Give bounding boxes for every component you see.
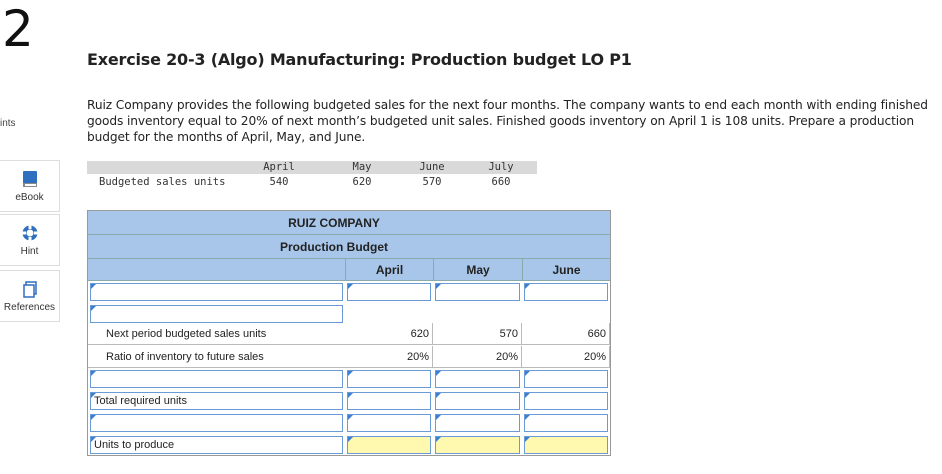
row-5-label-input[interactable] bbox=[90, 370, 343, 388]
inventory-ratio-row: Ratio of inventory to future sales 20% 2… bbox=[88, 346, 610, 368]
next-period-sales-april: 620 bbox=[345, 323, 433, 345]
given-month-april: April bbox=[263, 161, 295, 173]
book-icon bbox=[22, 170, 37, 187]
total-required-may-input[interactable] bbox=[435, 392, 520, 410]
units-to-produce-may-input[interactable] bbox=[435, 436, 520, 454]
points-label: ints bbox=[0, 118, 16, 129]
column-may: May bbox=[433, 259, 522, 281]
row-1-may-input[interactable] bbox=[435, 283, 520, 301]
references-label: References bbox=[3, 301, 56, 313]
units-to-produce-label[interactable]: Units to produce bbox=[90, 436, 343, 454]
total-required-april-input[interactable] bbox=[347, 392, 431, 410]
references-button[interactable]: References bbox=[0, 270, 60, 322]
budget-row-2 bbox=[88, 303, 610, 325]
lifebuoy-icon bbox=[21, 224, 38, 241]
total-required-label[interactable]: Total required units bbox=[90, 392, 343, 410]
total-required-row: Total required units bbox=[88, 390, 610, 412]
ebook-button[interactable]: eBook bbox=[0, 160, 60, 212]
row-7-label-input[interactable] bbox=[90, 414, 343, 432]
hint-label: Hint bbox=[20, 245, 39, 257]
ebook-label: eBook bbox=[15, 191, 44, 203]
units-to-produce-june-input[interactable] bbox=[524, 436, 608, 454]
given-row-label: Budgeted sales units bbox=[99, 176, 226, 188]
row-1-april-input[interactable] bbox=[347, 283, 431, 301]
row-5-april-input[interactable] bbox=[347, 370, 431, 388]
inventory-ratio-june: 20% bbox=[522, 346, 610, 368]
row-7-may-input[interactable] bbox=[435, 414, 520, 432]
given-value-july: 660 bbox=[491, 176, 511, 188]
given-month-may: May bbox=[352, 161, 372, 173]
exercise-title: Exercise 20-3 (Algo) Manufacturing: Prod… bbox=[87, 50, 632, 69]
units-to-produce-row: Units to produce bbox=[88, 434, 610, 456]
budgeted-sales-header bbox=[87, 161, 537, 174]
hint-button[interactable]: Hint bbox=[0, 214, 60, 266]
budget-title: Production Budget bbox=[88, 235, 610, 259]
budget-row-1 bbox=[88, 281, 610, 303]
row-2-label-input[interactable] bbox=[90, 305, 343, 323]
given-value-april: 540 bbox=[269, 176, 289, 188]
company-name: RUIZ COMPANY bbox=[88, 211, 610, 235]
total-required-june-input[interactable] bbox=[524, 392, 608, 410]
inventory-ratio-may: 20% bbox=[433, 346, 522, 368]
column-june: June bbox=[522, 259, 610, 281]
row-1-label-input[interactable] bbox=[90, 283, 343, 301]
row-1-june-input[interactable] bbox=[524, 283, 608, 301]
production-budget-table: RUIZ COMPANY Production Budget April May… bbox=[87, 210, 611, 456]
budget-row-7 bbox=[88, 412, 610, 434]
row-7-april-input[interactable] bbox=[347, 414, 431, 432]
inventory-ratio-label: Ratio of inventory to future sales bbox=[106, 351, 264, 363]
given-month-june: June bbox=[419, 161, 445, 173]
documents-icon bbox=[22, 280, 37, 298]
inventory-ratio-april: 20% bbox=[345, 346, 433, 368]
next-period-sales-may: 570 bbox=[433, 323, 522, 345]
row-5-may-input[interactable] bbox=[435, 370, 520, 388]
next-period-sales-label: Next period budgeted sales units bbox=[106, 328, 267, 340]
budget-row-5 bbox=[88, 368, 610, 390]
exercise-prompt: Ruiz Company provides the following budg… bbox=[87, 98, 928, 144]
given-value-june: 570 bbox=[422, 176, 442, 188]
units-to-produce-april-input[interactable] bbox=[347, 436, 431, 454]
question-number: 2 bbox=[2, 0, 34, 58]
row-5-june-input[interactable] bbox=[524, 370, 608, 388]
given-month-july: July bbox=[488, 161, 514, 173]
row-7-june-input[interactable] bbox=[524, 414, 608, 432]
given-value-may: 620 bbox=[352, 176, 372, 188]
column-header-row: April May June bbox=[88, 259, 610, 281]
column-april: April bbox=[345, 259, 433, 281]
next-period-sales-june: 660 bbox=[522, 323, 610, 345]
next-period-sales-row: Next period budgeted sales units 620 570… bbox=[88, 323, 610, 345]
